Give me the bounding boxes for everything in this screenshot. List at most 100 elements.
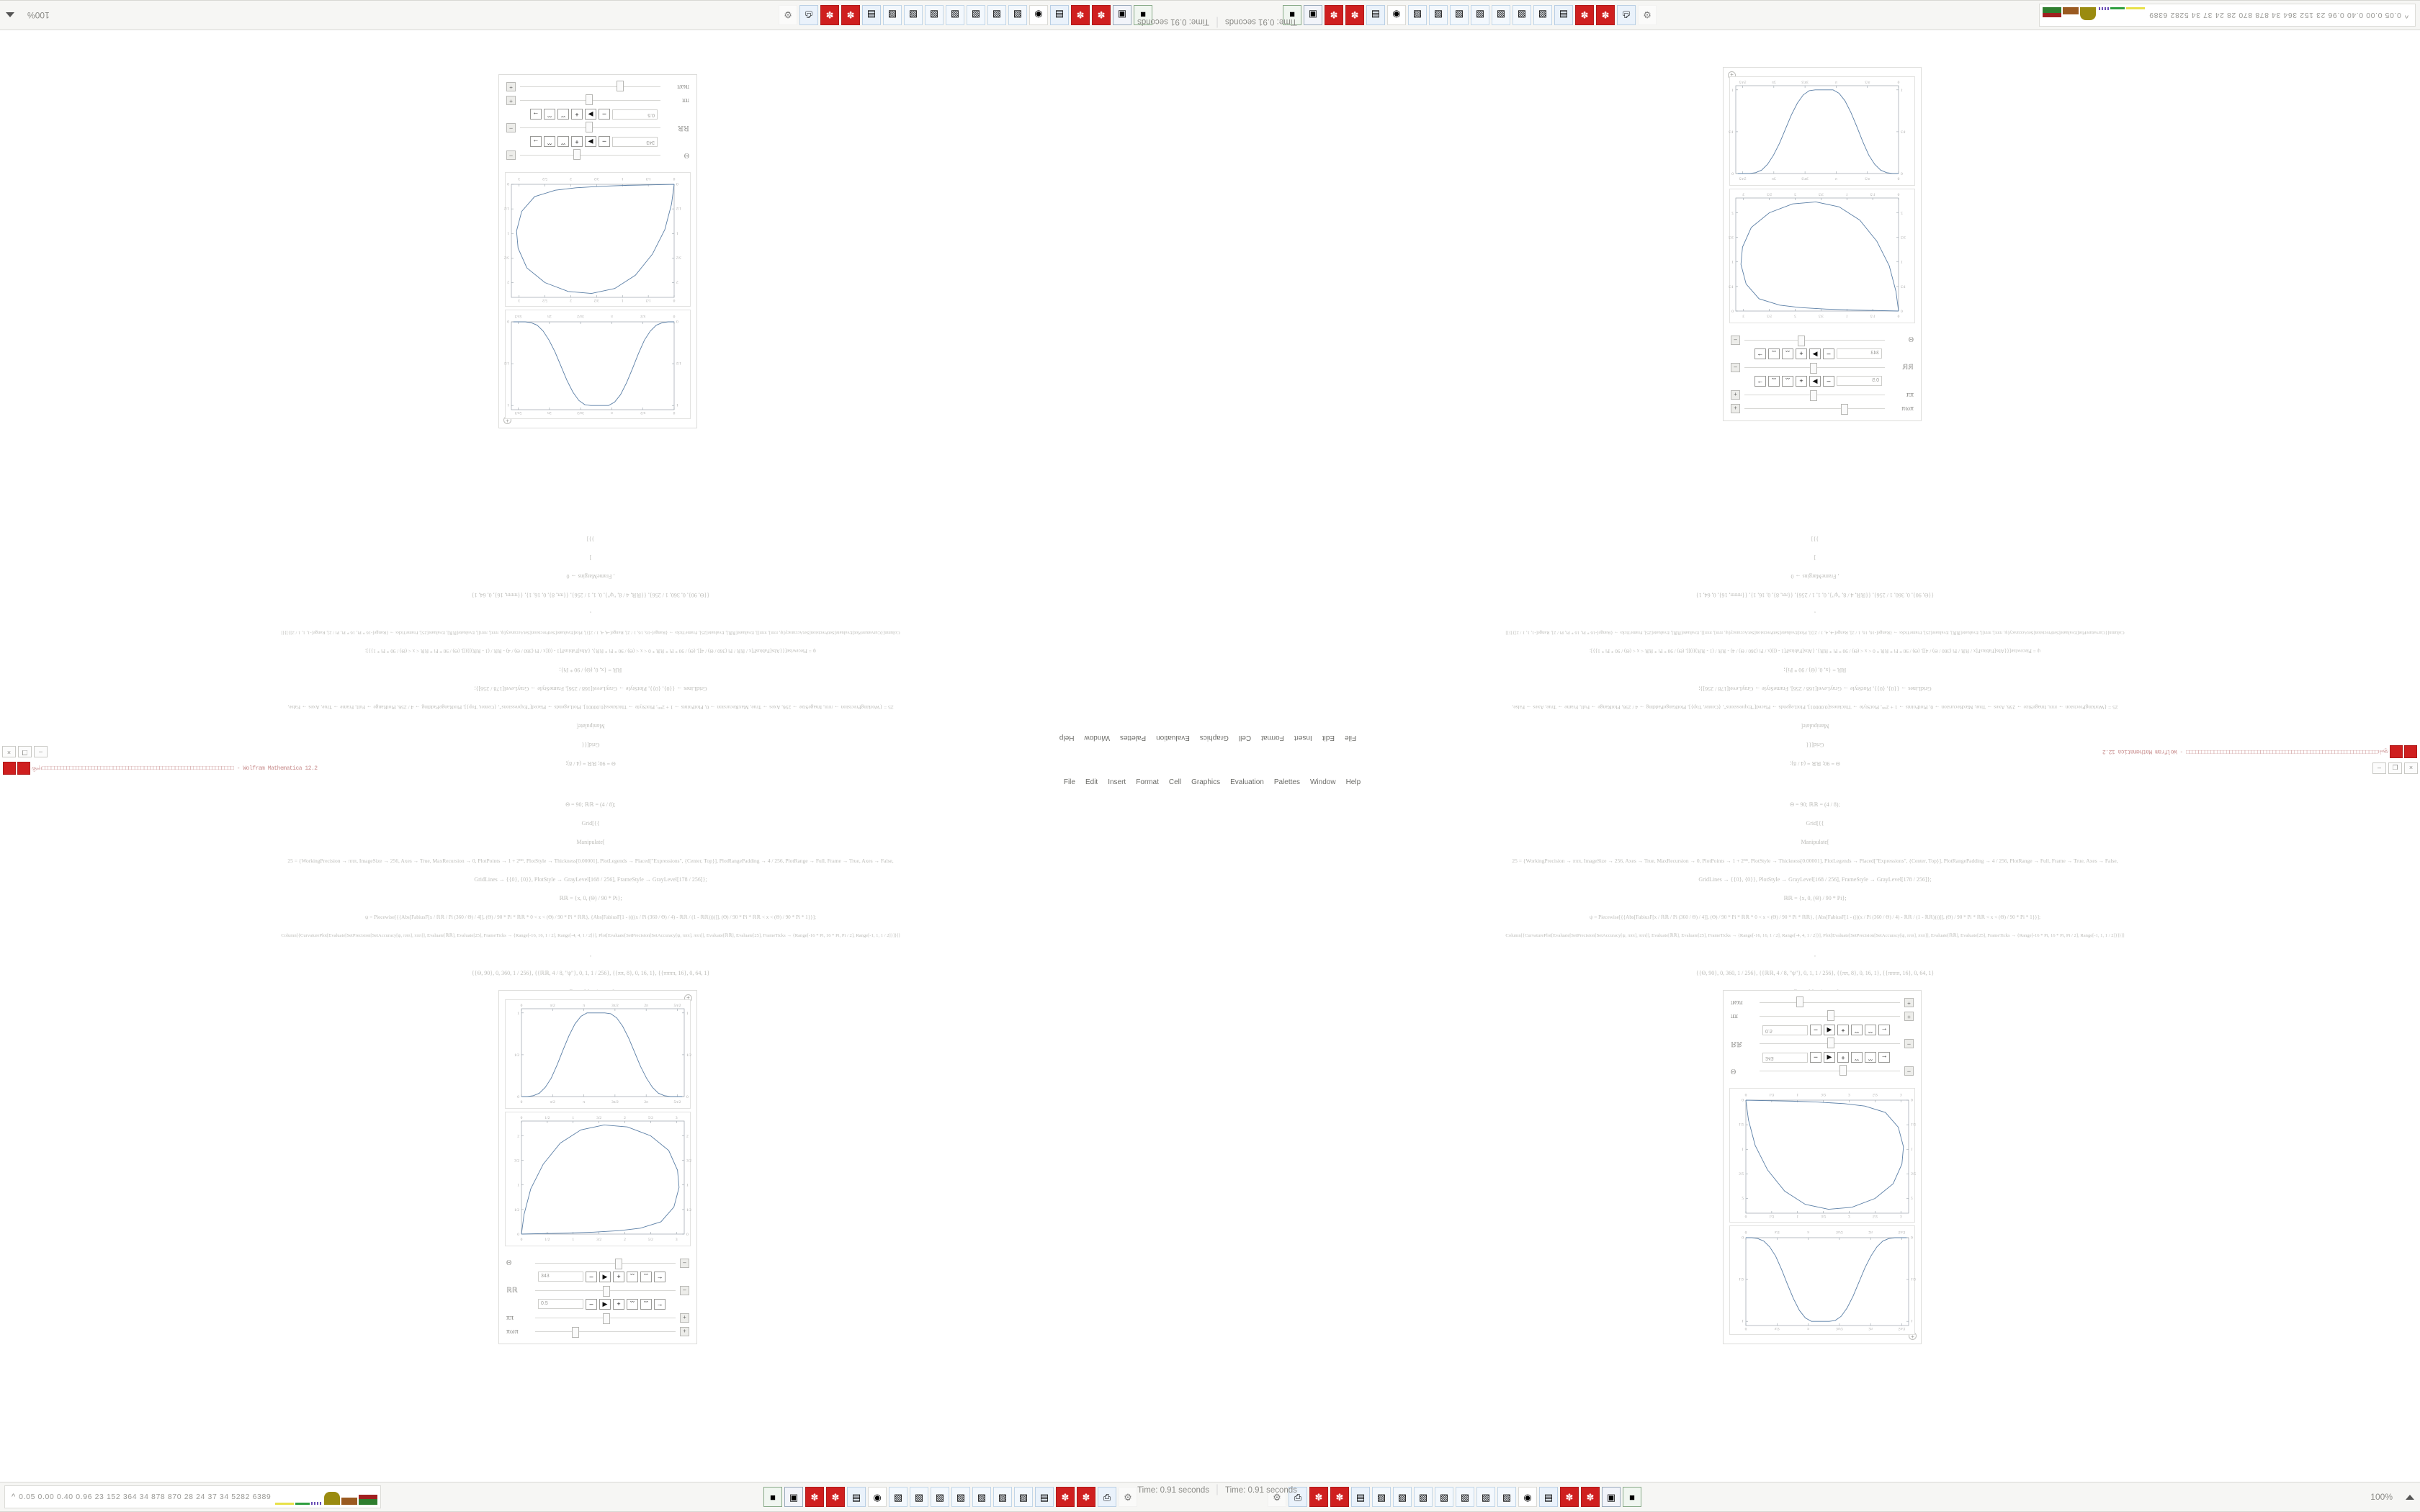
step-down-button[interactable]: ˇˇ — [1851, 1025, 1863, 1036]
taskbar-icon-calculator[interactable]: ▤ — [1554, 5, 1573, 25]
taskbar-icon-mathematica-4[interactable]: ✽ — [805, 1487, 824, 1507]
menu-item-edit[interactable]: Edit — [1085, 778, 1098, 786]
code-line[interactable]: GridLines → {{0}, {0}}, PlotStyle → Gray… — [474, 685, 707, 692]
code-line[interactable]: ψ = Piecewise[{{Abs[FabiusF[x / ℝℝ / Pi … — [1589, 648, 2041, 654]
slider-theta-value-field[interactable]: 343 — [612, 137, 658, 147]
code-line[interactable]: Column[{CurvaturePlot[Evaluate[SetPrecis… — [281, 630, 900, 635]
menu-item-evaluation[interactable]: Evaluation — [1230, 778, 1264, 786]
taskbar-icon-calculator-2[interactable]: ▤ — [847, 1487, 866, 1507]
taskbar-icon-notebook-7[interactable]: ▧ — [1497, 1487, 1516, 1507]
taskbar-icon-notebook-1[interactable]: ▧ — [1014, 1487, 1033, 1507]
menu-item-cell[interactable]: Cell — [1168, 778, 1182, 786]
step-down-button[interactable]: ˇˇ — [557, 136, 569, 148]
slider-nnnn[interactable]: πωπ + — [506, 1326, 689, 1338]
taskbar-icon-printer[interactable]: ⎙ — [1098, 1487, 1116, 1507]
slider-rr-toggle-button[interactable]: – — [506, 123, 516, 133]
code-line[interactable]: Θ = 90; ℝℝ = (4 / 8); — [565, 801, 616, 808]
increment-button[interactable]: + — [571, 136, 583, 148]
slider-rr-value-field[interactable]: 0.5 — [1837, 376, 1882, 386]
slider-theta-track[interactable] — [1744, 335, 1885, 346]
slider-rr-track[interactable] — [520, 122, 660, 133]
slider-rr-animator[interactable]: 0.5– ▶ + ˇˇ ˆˆ → — [1731, 375, 1882, 387]
code-line[interactable]: Manipulate[ — [576, 723, 605, 729]
code-line[interactable]: Manipulate[ — [576, 839, 605, 845]
step-down-button[interactable]: ˇˇ — [627, 1271, 638, 1282]
notebook-window-lower[interactable]: குன்□□□□□□□□□□□□□□□□□□□□□□□□□□□□□□□□□□□□… — [0, 760, 2420, 793]
taskbar-icon-notebook-7[interactable]: ▧ — [889, 1487, 908, 1507]
slider-nn-toggle-button[interactable]: + — [506, 96, 516, 106]
slider-nnnn-thumb[interactable] — [617, 81, 624, 92]
system-monitor-top[interactable]: ^ 0.05 0.00 0.40 0.96 23 152 364 34 878 … — [2038, 4, 2416, 27]
increment-button[interactable]: + — [1796, 375, 1807, 387]
step-up-button[interactable]: ˆˆ — [1768, 375, 1780, 387]
taskbar-icon-notebook-2[interactable]: ▧ — [993, 1487, 1012, 1507]
slider-rr-toggle-button[interactable]: – — [680, 1285, 689, 1295]
slider-rr-track[interactable] — [1760, 1038, 1900, 1049]
slider-rr-toggle-button[interactable]: – — [1731, 362, 1740, 372]
minimize-button[interactable]: – — [2372, 762, 2386, 774]
taskbar-icon-notebook-5[interactable]: ▧ — [967, 5, 985, 25]
taskbar-icon-calculator[interactable]: ▤ — [862, 5, 881, 25]
increment-button[interactable]: + — [571, 109, 583, 120]
code-line[interactable]: Column[{CurvaturePlot[Evaluate[SetPrecis… — [281, 933, 900, 938]
taskbar-icon-wine[interactable]: ⚙ — [1638, 5, 1657, 25]
taskbar-icon-notebook-2[interactable]: ▧ — [904, 5, 923, 25]
code-line[interactable]: , — [1814, 951, 1816, 958]
decrement-button[interactable]: – — [586, 1298, 597, 1310]
taskbar-icon-wine[interactable]: ⚙ — [779, 5, 797, 25]
taskbar-icon-printer[interactable]: ⎙ — [1617, 5, 1636, 25]
slider-rr-thumb[interactable] — [586, 122, 593, 133]
slider-nn-thumb[interactable] — [1827, 1010, 1834, 1022]
code-line[interactable]: 25 = {WorkingPrecision → πππ, ImageSize … — [287, 704, 894, 711]
decrement-button[interactable]: – — [1823, 375, 1834, 387]
play-button[interactable]: ▶ — [1824, 1025, 1835, 1036]
manipulate-panel-top-left[interactable]: +0 0 π/2 π/2 π π 3π/2 3π/2 2π 2π 5π/2 5π/2 0 0 1/2 1/2 1… — [498, 74, 697, 428]
menu-item-help[interactable]: Help — [1345, 778, 1361, 786]
code-line[interactable]: Manipulate[ — [1801, 723, 1829, 729]
taskbar-icon-notebook-4[interactable]: ▧ — [946, 5, 964, 25]
slider-rr[interactable]: ℝℝ – — [1731, 361, 1914, 374]
step-down-button[interactable]: ˇˇ — [557, 109, 569, 120]
parametric-loop-plot[interactable]: 0 0 1/2 1/2 1 1 3/2 3/2 2 2 5/2 5/2 3 3 0 0 1/2 1/2 1 1 3/2 3… — [1729, 1088, 1916, 1223]
increment-button[interactable]: + — [1796, 348, 1807, 359]
slider-nn-thumb[interactable] — [586, 94, 593, 106]
play-button[interactable]: ▶ — [599, 1271, 611, 1282]
code-line[interactable]: Grid[{{ — [1806, 742, 1824, 748]
code-block-top-right[interactable]: Θ = 90; ℝℝ = (4 / 8); Grid[{{Manipulate[2… — [1224, 529, 2406, 773]
code-line[interactable]: ℝℝ = {x, 0, (Θ) / 90 * Pi}; — [1783, 895, 1847, 901]
code-line[interactable]: 25 = {WorkingPrecision → πππ, ImageSize … — [1512, 704, 2118, 711]
slider-nnnn[interactable]: πωπ + — [506, 81, 689, 93]
menu-item-file[interactable]: File — [1063, 778, 1075, 786]
slider-nnnn-toggle-button[interactable]: + — [1731, 403, 1740, 413]
menu-item-window[interactable]: Window — [1309, 778, 1336, 786]
step-up-button[interactable]: ˆˆ — [1865, 1025, 1876, 1036]
slider-rr-track[interactable] — [1744, 362, 1885, 374]
taskbar-icon-mathematica-3[interactable]: ✽ — [1560, 1487, 1579, 1507]
code-block-top-left[interactable]: Θ = 90; ℝℝ = (4 / 8); Grid[{{ Manipulate[ 2… — [0, 529, 1181, 773]
step-up-button[interactable]: ˆˆ — [544, 136, 555, 148]
code-line[interactable]: Grid[{{ — [581, 742, 600, 748]
slider-rr[interactable]: ℝℝ – — [506, 122, 689, 134]
taskbar-icons-row-bottom[interactable]: ■ ▣ ✽ ✽ ▤ ◉ ▧ ▧ ▧ ▧ ▧ ▧ ▧ ▤ ✽ ✽ ⎙ ⚙ ⚙ ⎙ ✽ ✽ ▤ ▧ ▧ ▧ ▧ ▧ ▧ ▧ ◉ ▤ ✽ ✽ ▣ ■ — [0, 1482, 2420, 1512]
slider-theta-toggle-button[interactable]: – — [1731, 335, 1740, 345]
slider-rr-value-field[interactable]: 0.5 — [538, 1299, 583, 1309]
taskbar-icon-notebook-5[interactable]: ▧ — [1450, 5, 1469, 25]
slider-nnnn-track[interactable] — [1760, 996, 1900, 1008]
menu-item-graphics[interactable]: Graphics — [1191, 778, 1221, 786]
decrement-button[interactable]: – — [586, 1271, 597, 1282]
code-line[interactable]: {{Θ, 90}, 0, 360, 1 / 256}, {{ℝℝ, 4 / 8,… — [1695, 592, 1935, 598]
slider-nn-toggle-button[interactable]: + — [1904, 1012, 1914, 1022]
menubar[interactable]: File Edit Insert Format Cell Graphics Evaluati… — [0, 776, 2420, 788]
slider-rr-animator[interactable]: 0.5– ▶ + ˇˇ ˆˆ → — [538, 1298, 689, 1310]
play-button[interactable]: ▶ — [599, 1298, 611, 1310]
slider-theta-thumb[interactable] — [1839, 1065, 1847, 1076]
reset-button[interactable]: → — [530, 136, 542, 148]
slider-theta-thumb[interactable] — [615, 1258, 623, 1269]
taskbar-icon-calculator[interactable]: ▤ — [1035, 1487, 1054, 1507]
slider-nnnn[interactable]: πωπ + — [1731, 402, 1914, 415]
taskbar-icon-firefox[interactable]: ◉ — [868, 1487, 887, 1507]
menu-item-palettes[interactable]: Palettes — [1273, 778, 1300, 786]
code-line[interactable]: Θ = 90; ℝℝ = (4 / 8); — [565, 760, 616, 767]
step-up-button[interactable]: ˆˆ — [640, 1271, 652, 1282]
taskbar-icon-notebook-1[interactable]: ▧ — [883, 5, 902, 25]
